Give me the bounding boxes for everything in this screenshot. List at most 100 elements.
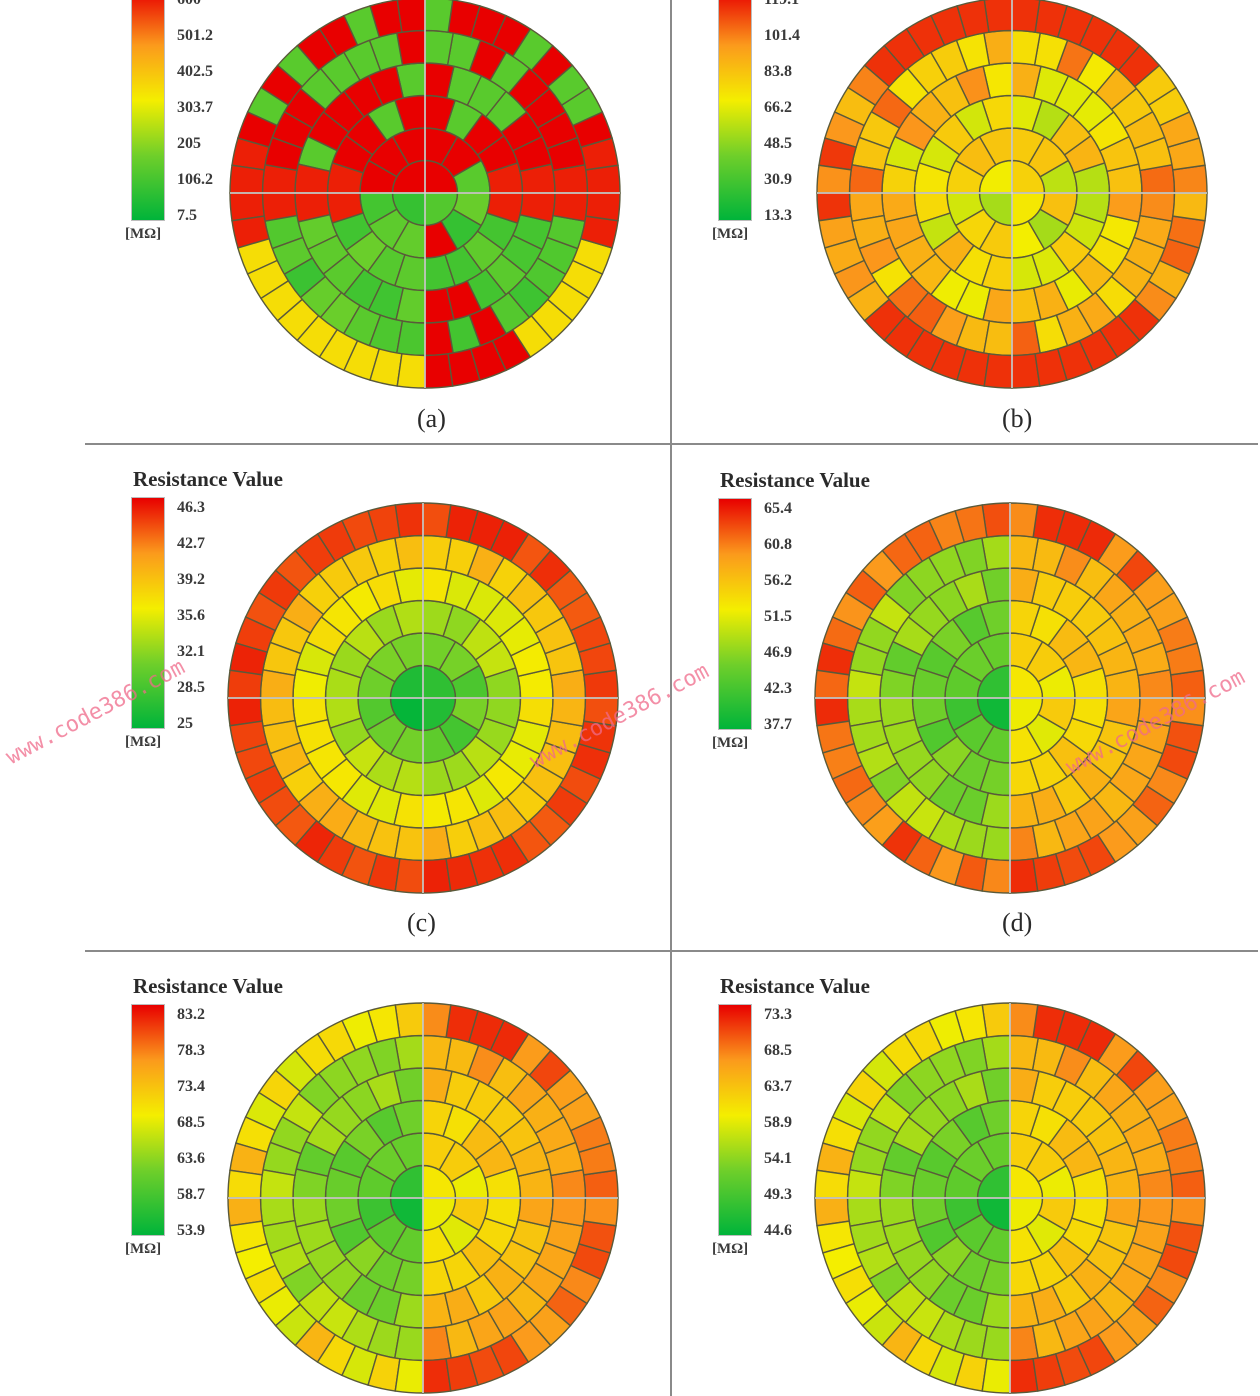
panel-a-colorbar [131, 0, 165, 221]
panel-c-colorbar-tick: 35.6 [177, 607, 205, 624]
panel-c-caption: (c) [407, 908, 436, 937]
panel-divider-row1 [85, 443, 1258, 445]
panel-e-cell [550, 1197, 587, 1228]
panel-e-unit: [MΩ] [125, 1241, 162, 1257]
panel-e-cell [227, 1169, 263, 1199]
panel-d-title: Resistance Value [720, 468, 870, 492]
panel-b-cell [1139, 192, 1176, 223]
panel-a-cell [424, 29, 455, 66]
panel-b-colorbar-tick: 48.5 [764, 135, 792, 152]
panel-d-cell [1009, 502, 1039, 538]
panel-f-cell [1009, 1002, 1039, 1038]
panel-d-colorbar-tick: 65.4 [764, 500, 792, 517]
panel-c-cell [259, 668, 296, 699]
panel-a-colorbar-tick: 7.5 [177, 207, 197, 224]
panel-f-colorbar-tick: 63.7 [764, 1078, 792, 1095]
panel-a-colorbar-tick: 205 [177, 135, 201, 152]
panel-d-disk [814, 502, 1206, 894]
panel-d-colorbar-tick: 37.7 [764, 716, 792, 733]
panel-a-cell [552, 192, 589, 223]
panel-f-colorbar-tick: 73.3 [764, 1006, 792, 1023]
panel-b-colorbar-tick: 66.2 [764, 99, 792, 116]
panel-c-cell [422, 502, 452, 538]
panel-a-colorbar-tick: 600 [177, 0, 201, 9]
panel-e-cell [393, 1325, 424, 1362]
panel-f-colorbar-tick: 44.6 [764, 1222, 792, 1239]
panel-c-colorbar-tick: 32.1 [177, 643, 205, 660]
panel-a-cell [229, 164, 265, 194]
panel-a-colorbar-tick: 303.7 [177, 99, 213, 116]
panel-b-colorbar-tick: 101.4 [764, 27, 800, 44]
panel-e-colorbar-tick: 73.4 [177, 1078, 205, 1095]
panel-a-cell [424, 0, 454, 33]
panel-b-cell [816, 164, 852, 194]
panel-c-title: Resistance Value [133, 467, 283, 491]
panel-a-cell [261, 163, 298, 194]
panel-b-colorbar-tick: 119.1 [764, 0, 799, 9]
panel-f-cell [981, 1358, 1011, 1394]
panel-f-disk [814, 1002, 1206, 1394]
panel-f-colorbar-tick: 49.3 [764, 1186, 792, 1203]
panel-a-disk [229, 0, 621, 389]
panel-d-colorbar-tick: 51.5 [764, 608, 792, 625]
panel-a-caption: (a) [417, 404, 446, 433]
panel-d-colorbar-tick: 60.8 [764, 536, 792, 553]
panel-e-cell [259, 1168, 296, 1199]
panel-f-cell [846, 1168, 883, 1199]
panel-f-colorbar [718, 1004, 752, 1236]
panel-f-title: Resistance Value [720, 974, 870, 998]
panel-e-cell [583, 1197, 619, 1227]
panel-e-cell [422, 1002, 452, 1038]
panel-d-cell [1009, 534, 1040, 571]
panel-e-colorbar-tick: 83.2 [177, 1006, 205, 1023]
panel-c-colorbar-tick: 46.3 [177, 499, 205, 516]
panel-a-colorbar-tick: 106.2 [177, 171, 213, 188]
panel-e-colorbar-tick: 78.3 [177, 1042, 205, 1059]
panel-c-unit: [MΩ] [125, 734, 162, 750]
panel-e-cell [422, 1034, 453, 1071]
panel-a-colorbar-tick: 402.5 [177, 63, 213, 80]
panel-d-cell [981, 858, 1011, 894]
panel-a-colorbar-tick: 501.2 [177, 27, 213, 44]
panel-a-cell [585, 192, 621, 222]
panel-b-cell [1011, 0, 1041, 33]
panel-b-colorbar-tick: 30.9 [764, 171, 792, 188]
panel-d-cell [814, 669, 850, 699]
panel-c-colorbar-tick: 39.2 [177, 571, 205, 588]
panel-a-cell [395, 320, 426, 357]
panel-b-cell [1011, 29, 1042, 66]
panel-divider-row2 [85, 950, 1258, 952]
panel-b-cell [983, 353, 1013, 389]
panel-b-disk [816, 0, 1208, 389]
panel-d-caption: (d) [1002, 908, 1033, 937]
panel-c-cell [393, 825, 424, 862]
panel-a-cell [396, 353, 426, 389]
panel-f-cell [1009, 1034, 1040, 1071]
panel-e-colorbar-tick: 68.5 [177, 1114, 205, 1131]
panel-e-colorbar-tick: 63.6 [177, 1150, 205, 1167]
panel-c-disk [227, 502, 619, 894]
panel-d-colorbar-tick: 42.3 [764, 680, 792, 697]
panel-e-disk [227, 1002, 619, 1394]
panel-c-colorbar-tick: 42.7 [177, 535, 205, 552]
panel-c-colorbar-tick: 28.5 [177, 679, 205, 696]
panel-f-cell [1137, 1197, 1174, 1228]
panel-f-colorbar-tick: 54.1 [764, 1150, 792, 1167]
panel-c-cell [227, 669, 263, 699]
panel-b-cell [1172, 192, 1208, 222]
panel-d-cell [980, 825, 1011, 862]
panel-e-cell [394, 1358, 424, 1394]
panel-b-caption: (b) [1002, 404, 1033, 433]
panel-a-unit: [MΩ] [125, 226, 162, 242]
panel-f-unit: [MΩ] [712, 1241, 749, 1257]
panel-b-unit: [MΩ] [712, 226, 749, 242]
panel-f-cell [814, 1169, 850, 1199]
panel-c-colorbar [131, 497, 165, 729]
panel-b-colorbar-tick: 83.8 [764, 63, 792, 80]
panel-e-colorbar [131, 1004, 165, 1236]
panel-divider-vertical [670, 0, 672, 1396]
panel-c-cell [422, 534, 453, 571]
panel-f-colorbar-tick: 58.9 [764, 1114, 792, 1131]
panel-c-colorbar-tick: 25 [177, 715, 193, 732]
panel-b-cell [982, 320, 1013, 357]
